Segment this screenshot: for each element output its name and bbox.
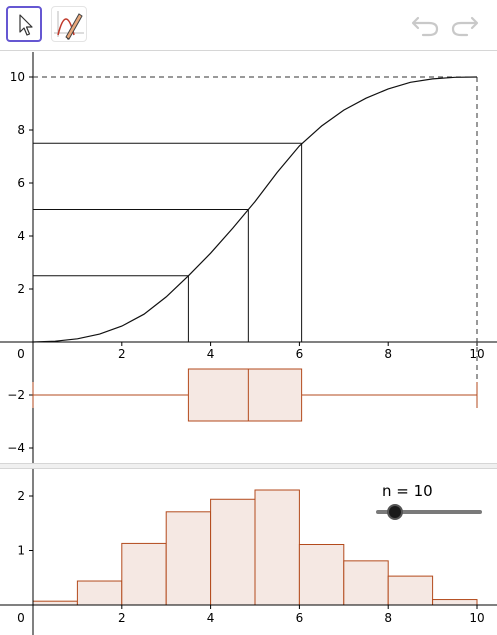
x-tick-label: 2 xyxy=(118,347,126,361)
y-tick-label: 1 xyxy=(17,544,25,558)
histogram-bar-8 xyxy=(343,560,389,606)
histogram-bar-2 xyxy=(76,580,123,606)
x-tick-label: 2 xyxy=(118,611,126,625)
histogram-bar-5 xyxy=(210,498,256,606)
box-body xyxy=(187,368,303,422)
pencil-graph-icon xyxy=(54,11,84,40)
undo-icon xyxy=(411,16,439,37)
toolbar xyxy=(0,0,497,51)
histogram-bar-7 xyxy=(298,544,345,606)
y-tick-label: −2 xyxy=(7,388,25,402)
histogram-bar-4 xyxy=(165,511,212,606)
x-tick-label: 0 xyxy=(17,347,25,361)
slider-label: n = 10 xyxy=(382,482,433,500)
x-tick-label: 10 xyxy=(469,347,484,361)
x-tick-label: 4 xyxy=(207,611,215,625)
y-tick-label: 2 xyxy=(17,282,25,296)
x-tick-label: 8 xyxy=(384,611,392,625)
x-tick-label: 0 xyxy=(17,611,25,625)
graphics-view-cumulative[interactable]: 0 2 4 6 8 10 2 4 6 8 10 −2 −4 xyxy=(0,52,497,463)
view-divider[interactable] xyxy=(0,463,497,469)
y-tick-label: 2 xyxy=(17,489,25,503)
cumulative-curve xyxy=(32,76,478,343)
histogram-bar-9 xyxy=(387,575,434,606)
y-tick-label: 10 xyxy=(10,70,25,84)
x-tick-label: 8 xyxy=(384,347,392,361)
redo-icon xyxy=(451,16,479,37)
x-tick-label: 4 xyxy=(207,347,215,361)
y-tick-label: 8 xyxy=(17,123,25,137)
histogram-bar-3 xyxy=(121,542,167,606)
y-tick-label: −4 xyxy=(7,441,25,455)
x-tick-label: 6 xyxy=(296,611,304,625)
y-tick-label: 6 xyxy=(17,176,25,190)
redo-button[interactable] xyxy=(449,12,479,38)
move-tool-button[interactable] xyxy=(6,6,42,42)
arrow-cursor-icon xyxy=(19,14,33,36)
function-tool-button[interactable] xyxy=(51,6,87,42)
x-tick-label: 10 xyxy=(469,611,484,625)
histogram-bar-6 xyxy=(254,489,300,606)
x-tick-label: 6 xyxy=(296,347,304,361)
slider-knob[interactable] xyxy=(387,504,403,520)
histogram-bar-1 xyxy=(32,600,78,606)
undo-button[interactable] xyxy=(411,12,441,38)
y-tick-label: 4 xyxy=(17,229,25,243)
histogram-bar-10 xyxy=(432,599,478,606)
